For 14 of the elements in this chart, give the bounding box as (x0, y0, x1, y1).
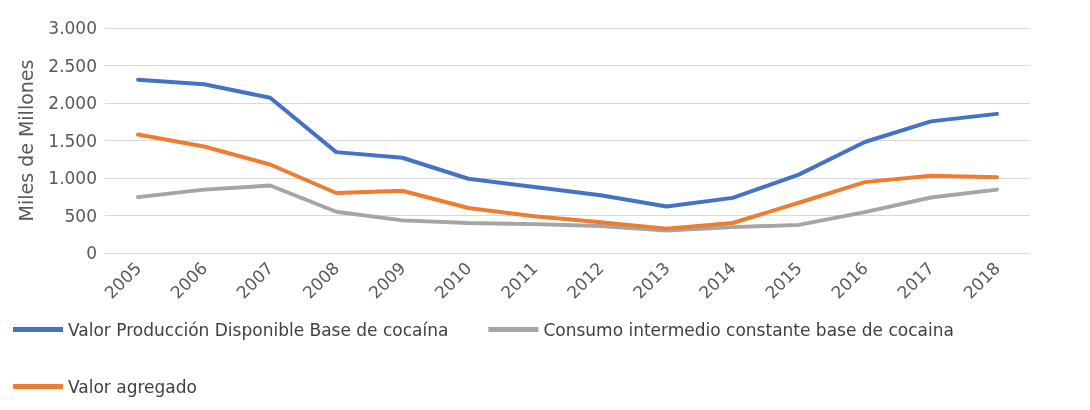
line-series (136, 132, 999, 231)
legend-label: Valor Producción Disponible Base de cocaína (68, 319, 449, 340)
y-tick-label: 1.500 (48, 130, 97, 151)
y-tick-label: 2.000 (48, 93, 97, 113)
y-tick-label: 500 (64, 205, 97, 226)
y-tick-label: 1.000 (48, 168, 97, 188)
line-series (136, 77, 999, 209)
line-series (136, 183, 999, 233)
y-tick-label: 0 (86, 243, 97, 263)
legend-label: Consumo intermedio constante base de cocaina (543, 319, 954, 340)
y-axis-title: Miles de Millones (14, 59, 37, 222)
y-tick-label: 2.500 (48, 55, 97, 76)
y-tick-label: 3.000 (48, 18, 97, 38)
legend-label: Valor agregado (68, 376, 197, 397)
